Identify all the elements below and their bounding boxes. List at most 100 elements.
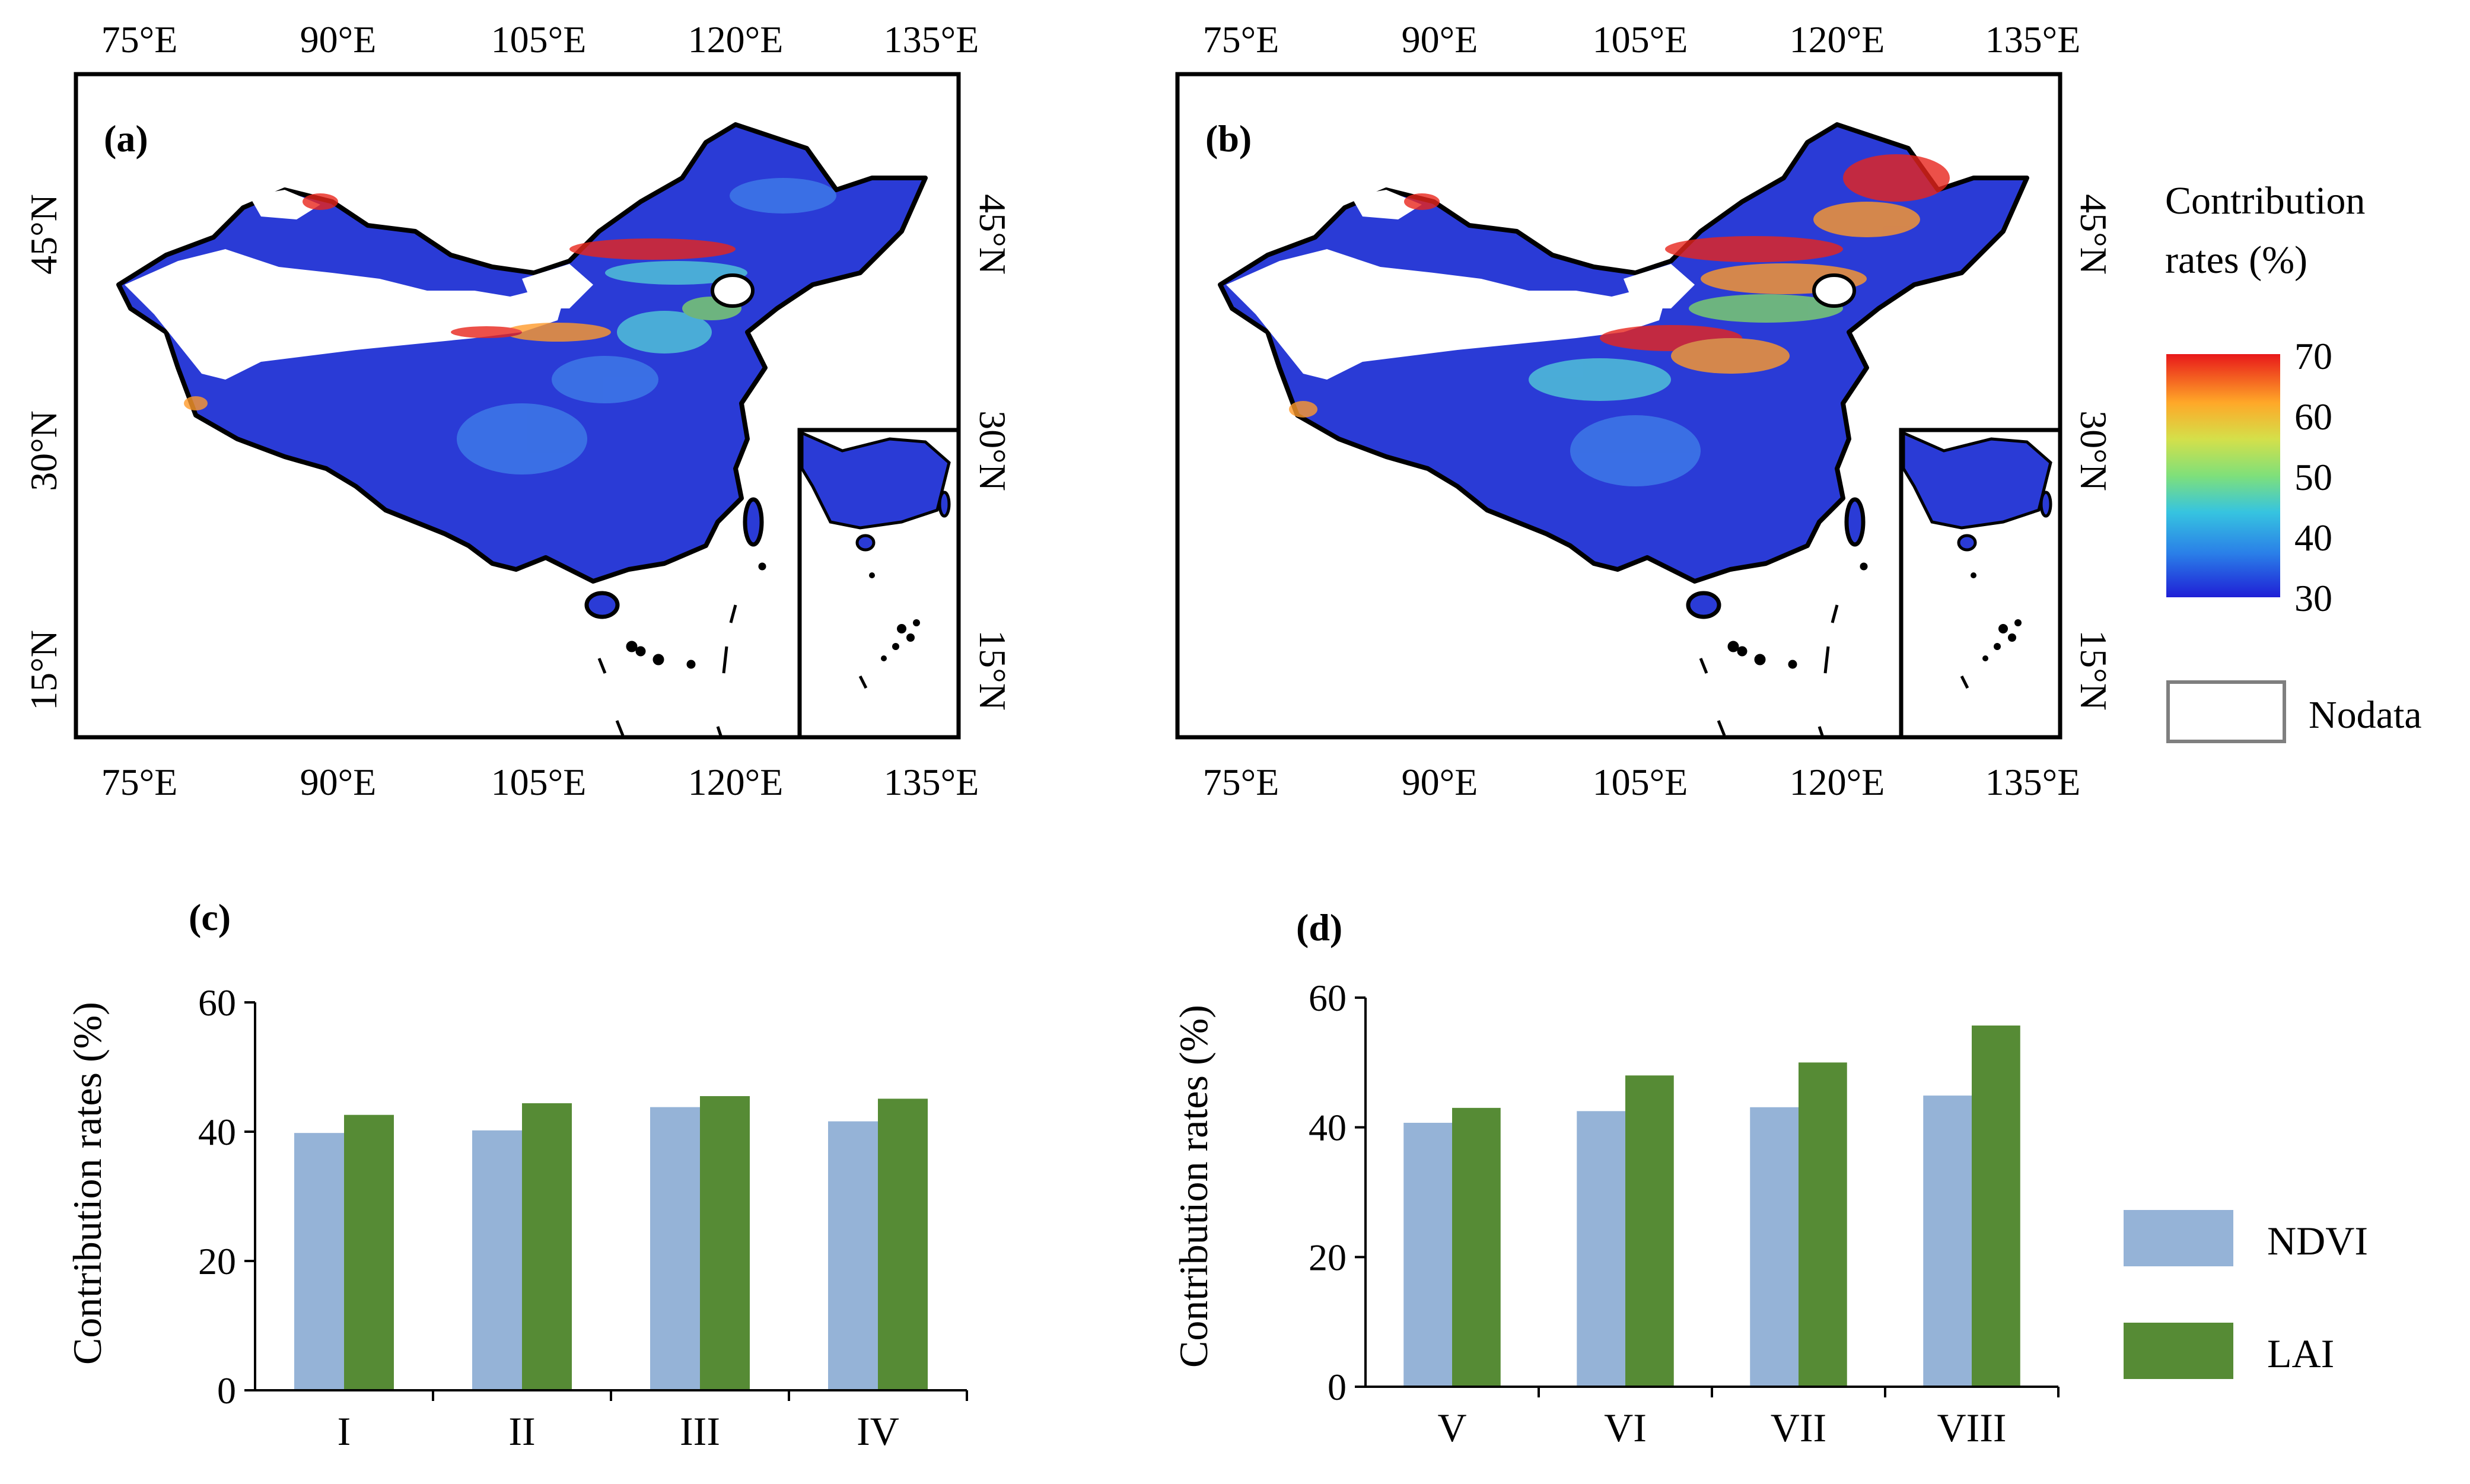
bar-lai-viii [1972,1026,2020,1387]
nodata-area [1226,249,1671,380]
lon-tick: 120°E [688,18,784,60]
lon-tick: 90°E [300,761,377,803]
y-tick-label: 20 [198,1240,236,1282]
map-panel-b: (b) 75°E 90°E 105°E 120°E 135°E 75°E 90°… [1175,18,2115,803]
y-tick-label: 60 [1309,977,1347,1019]
panel-label-c: (c) [189,896,231,938]
legend-label-lai: LAI [2267,1331,2334,1376]
bar-lai-iv [878,1098,928,1390]
nodata-area-north [1351,190,1422,219]
lon-ticks-bottom-a: 75°E 90°E 105°E 120°E 135°E [101,761,979,803]
map-panel-a: (a) 75°E 90°E 105°E 120°E 135°E 75°E 90°… [23,18,1014,803]
lon-tick: 135°E [1985,761,2081,803]
lon-tick: 75°E [101,18,178,60]
lat-tick: 30°N [2073,410,2115,491]
nodata-label: Nodata [2309,693,2422,737]
x-axis-ticks: V VI VII VIII [1437,1387,2060,1450]
lon-tick: 90°E [1402,18,1478,60]
x-tick-label: I [338,1409,351,1454]
lon-ticks-bottom-b: 75°E 90°E 105°E 120°E 135°E [1203,761,2081,803]
lon-tick: 135°E [884,18,979,60]
bohai-sea [711,273,755,308]
lon-tick: 105°E [1593,761,1688,803]
y-tick-label: 0 [217,1370,236,1412]
lat-ticks-right-b: 45°N 30°N 15°N [2073,194,2115,711]
x-axis-ticks: I II III IV [338,1390,968,1454]
bar-lai-vii [1799,1062,1847,1387]
bar-lai-i [344,1114,394,1390]
lat-ticks-left-a: 45°N 30°N 15°N [23,194,65,711]
south-sea-inset [1899,428,2062,740]
y-tick-label: 60 [198,982,236,1024]
x-tick-label: VII [1771,1405,1826,1450]
lat-tick: 45°N [23,194,65,275]
lon-tick: 90°E [1402,761,1478,803]
lat-tick: 15°N [2073,630,2115,711]
legend-swatch-ndvi [2124,1210,2233,1266]
lon-tick: 105°E [491,18,587,60]
x-tick-label: II [508,1409,535,1454]
bars [294,1096,928,1390]
bohai-sea [1812,273,1856,308]
lon-tick: 90°E [300,18,377,60]
y-tick-label: 0 [1328,1366,1347,1408]
lon-tick: 135°E [884,761,979,803]
bar-ndvi-iii [650,1107,700,1390]
lat-tick: 45°N [2073,194,2115,275]
lon-tick: 120°E [1790,761,1885,803]
colorbar-ticks: 70 60 50 40 30 [2294,335,2332,619]
lon-tick: 75°E [1203,761,1279,803]
bar-lai-iii [700,1096,750,1390]
lon-tick: 120°E [688,761,784,803]
mainland-area [1218,122,2029,584]
bars [1403,1026,2020,1387]
bar-ndvi-vii [1750,1107,1799,1387]
lon-ticks-top-a: 75°E 90°E 105°E 120°E 135°E [101,18,979,60]
panel-label-d: (d) [1296,906,1342,948]
x-tick-label: III [680,1409,720,1454]
mainland-area [116,122,928,584]
y-axis-label: Contribution rates (%) [1171,1005,1216,1368]
contribution-hotspots [184,178,836,475]
colorbar-tick: 50 [2294,456,2332,498]
x-tick-label: VIII [1937,1405,2006,1450]
taiwan-island [743,497,764,547]
lat-tick: 15°N [23,630,65,711]
china-map-shape [116,122,928,738]
y-tick-label: 40 [198,1111,236,1153]
colorbar-tick: 60 [2294,396,2332,438]
lat-tick: 15°N [972,630,1014,711]
bar-ndvi-i [294,1133,344,1390]
nodata-area-desert [522,264,593,308]
panel-label-b: (b) [1205,117,1252,160]
x-tick-label: VI [1604,1405,1647,1450]
contribution-hotspots [1289,154,1950,486]
south-sea-inset [797,428,961,740]
nodata-swatch [2166,680,2286,743]
nodata-area-north [249,190,320,219]
bar-chart-d: (d) Contribution rates (%) 0 20 40 60 V VI VI… [1171,906,2060,1450]
bar-lai-v [1452,1107,1501,1387]
y-tick-label: 40 [1309,1107,1347,1149]
colorbar-tick: 40 [2294,517,2332,559]
lon-tick: 105°E [491,761,587,803]
map-legend: Contribution rates (%) 70 60 50 40 30 No… [2165,179,2422,743]
bar-legend: NDVI LAI [2124,1210,2368,1379]
bar-ndvi-v [1403,1123,1452,1387]
bar-ndvi-ii [472,1130,522,1390]
colorbar-tick: 70 [2294,335,2332,377]
x-tick-label: V [1437,1405,1466,1450]
legend-label-ndvi: NDVI [2267,1218,2368,1263]
map-frame [1175,72,2062,740]
bar-ndvi-iv [828,1121,878,1390]
lat-tick: 45°N [972,194,1014,275]
lat-tick: 30°N [23,410,65,491]
south-sea-islands [1699,562,1868,738]
china-map-shape [1218,122,2029,738]
south-sea-islands [597,562,766,738]
legend-title-line2: rates (%) [2165,238,2307,282]
colorbar [2166,354,2280,597]
lat-tick: 30°N [972,410,1014,491]
